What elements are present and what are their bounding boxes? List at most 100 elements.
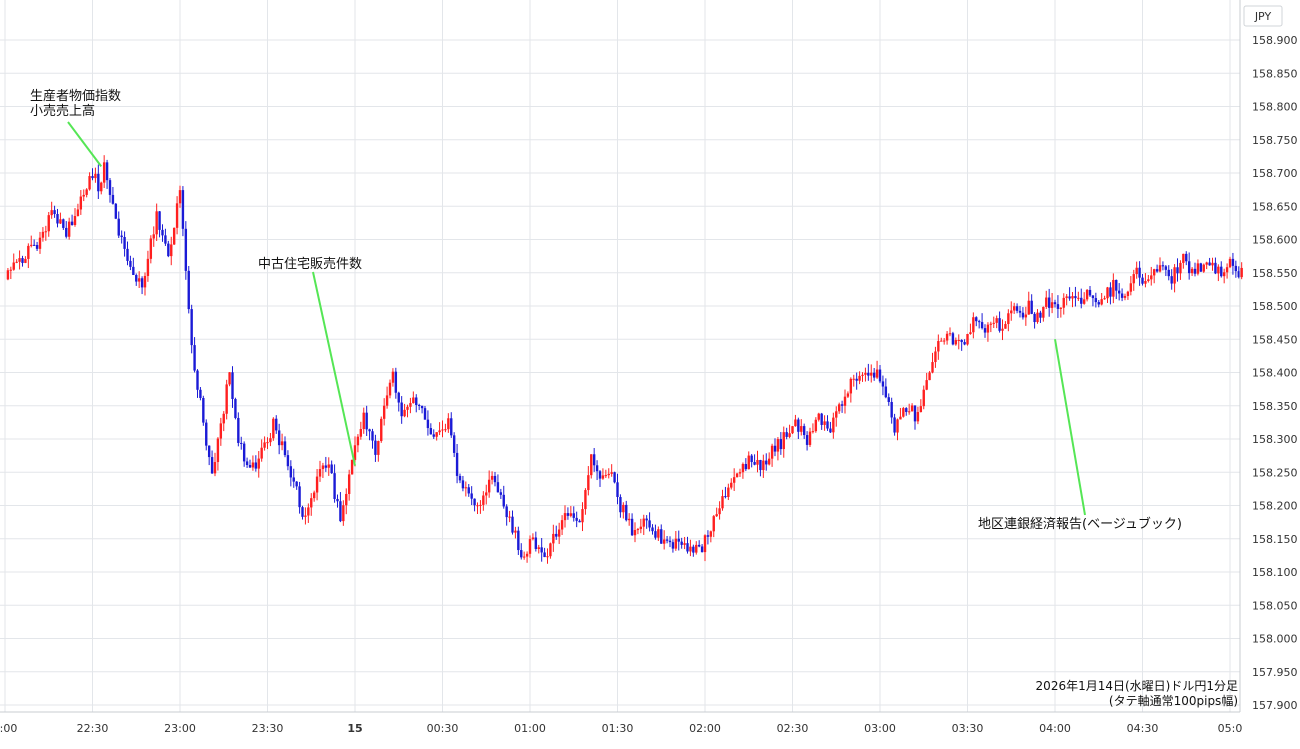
candle-body [820,413,823,425]
candle-body [1129,283,1133,292]
candle-body [1033,313,1036,323]
candle-body [989,323,993,325]
x-tick-label: 05:0 [1218,722,1243,735]
candle-body [660,529,663,544]
axes: 158.900 158.850 158.800 158.750 158.700 158.6… [0,0,1298,735]
candle-body [1138,267,1141,278]
candle-body [858,375,861,381]
candle-body [181,190,185,229]
candle-body [35,245,39,249]
candle-body [765,460,768,465]
candle-body [654,531,657,538]
candle-body [38,237,42,249]
candle-body [697,544,701,547]
candle-body [587,475,590,491]
candle-body [202,397,205,423]
candle-body [942,340,946,342]
candle-body [91,176,94,179]
candle-body [794,419,797,427]
candle-body [549,543,552,557]
candle-body [1001,328,1004,331]
candle-body [607,473,610,476]
candle-body [429,428,433,435]
candle-body [622,504,625,513]
candle-body [560,520,564,530]
candle-body [295,481,298,487]
candle-body [339,501,342,522]
candle-body [499,492,503,495]
candle-body [715,514,718,517]
candle-body [272,418,275,439]
candle-body [610,472,613,474]
candle-body [625,504,628,521]
y-tick-label: 158.450 [1252,333,1298,346]
candle-body [648,520,651,528]
candle-body [242,443,246,462]
candle-body [861,374,864,376]
candle-body [1234,265,1238,272]
candle-body [855,378,858,381]
candle-body [925,380,928,390]
candle-body [12,262,15,270]
candle-body [1082,299,1086,304]
candle-body [756,459,759,465]
y-tick-label: 158.800 [1252,101,1298,114]
candle-body [913,405,917,422]
candle-body [619,497,622,513]
candle-body [426,419,430,429]
candle-body [1220,266,1223,277]
candle-body [403,409,406,417]
candle-body [1103,298,1106,300]
candle-body [347,474,351,494]
candle-body [552,533,555,544]
x-tick-label: 15 [347,722,362,735]
candles [6,155,1243,564]
candle-body [805,435,809,445]
candle-body [998,318,1001,331]
candle-body [67,221,71,237]
candle-body [50,210,53,216]
x-tick-label: 2:00 [0,722,17,735]
candle-body [642,518,645,527]
candle-body [639,526,643,530]
x-tick-label: 02:00 [689,722,721,735]
candle-body [108,180,112,195]
candle-body [662,539,666,544]
annotation-pointer [312,271,356,466]
candle-body [353,445,357,460]
candle-body [616,482,619,498]
candle-body [884,386,888,398]
candle-body [117,218,120,236]
candle-body [1100,299,1103,305]
candle-body [852,378,855,380]
candle-body [412,397,415,404]
candle-body [382,405,386,419]
candle-body [823,421,826,425]
candle-body [712,516,715,532]
candle-body [485,492,488,496]
candle-body [210,457,214,474]
candle-body [569,513,573,516]
x-tick-label: 04:00 [1039,722,1071,735]
candle-body [1161,265,1165,267]
candle-body [724,496,727,498]
candle-body [275,418,278,431]
x-tick-label: 00:30 [427,722,459,735]
candle-body [502,494,505,507]
candle-body [636,529,640,531]
candle-body [114,203,118,219]
candle-body [447,418,450,430]
candle-body [377,441,380,455]
candle-body [730,482,733,488]
candle-body [310,498,313,508]
candle-body [1071,296,1074,299]
candle-body [782,432,785,450]
candle-body [140,278,144,288]
candle-body [213,462,217,474]
y-tick-label: 157.900 [1252,699,1298,712]
candle-body [248,465,252,468]
candle-body [1050,302,1054,308]
candle-body [680,541,683,545]
candle-body [350,459,354,475]
candle-body [1115,279,1118,291]
